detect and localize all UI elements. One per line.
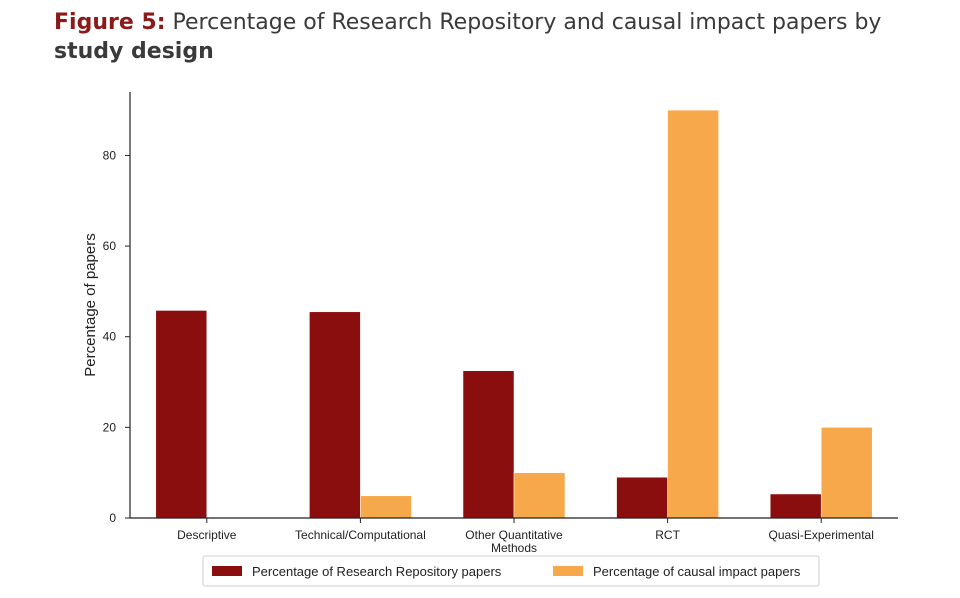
x-tick-label-0: Descriptive	[177, 528, 237, 542]
x-tick-label-line: Technical/Computational	[295, 528, 426, 542]
bar-repository-2	[462, 370, 515, 519]
legend-swatch-1	[553, 566, 583, 576]
y-tick-label-0: 0	[109, 511, 116, 525]
x-tick-label-line: RCT	[655, 528, 680, 542]
y-tick-label-40: 40	[103, 330, 117, 344]
x-tick-label-2: Other Quantitative Methods	[465, 528, 563, 555]
bar-causal-4	[820, 427, 873, 519]
bar-repository-3	[616, 476, 668, 519]
x-tick-label-3: RCT	[655, 528, 680, 542]
figure-heading: Figure 5: Percentage of Research Reposit…	[54, 8, 944, 66]
legend-label-1: Percentage of causal impact papers	[593, 564, 801, 579]
legend: Percentage of Research Repository papers…	[202, 555, 820, 587]
x-tick-label-line: Other Quantitative	[465, 528, 563, 542]
x-tick-label-line: Quasi-Experimental	[769, 528, 874, 542]
figure-title-bold: study design	[54, 39, 214, 64]
x-tick-label-4: Quasi-Experimental	[769, 528, 874, 542]
bars-group	[155, 109, 873, 519]
y-tick-label-80: 80	[103, 148, 117, 162]
x-tick-label-line: Methods	[491, 541, 537, 555]
x-tick-label-line: Descriptive	[177, 528, 237, 542]
y-tick-label-20: 20	[103, 420, 117, 434]
figure-title: Percentage of Research Repository and ca…	[172, 10, 882, 35]
bar-repository-4	[769, 493, 822, 519]
legend-box	[202, 555, 820, 587]
y-axis-label: Percentage of papers	[82, 233, 99, 376]
legend-label-0: Percentage of Research Repository papers	[252, 564, 502, 579]
bar-repository-1	[309, 311, 361, 519]
bar-causal-2	[513, 472, 566, 519]
y-tick-label-60: 60	[103, 239, 117, 253]
bar-repository-0	[155, 310, 208, 519]
bar-causal-1	[360, 495, 412, 519]
bar-causal-3	[667, 109, 719, 519]
x-tick-label-1: Technical/Computational	[295, 528, 426, 542]
legend-swatch-0	[212, 566, 242, 576]
axes-group: 0 20 40 60 80 Percentage of papers Descriptive…	[82, 92, 898, 555]
figure-label: Figure 5:	[54, 10, 166, 35]
